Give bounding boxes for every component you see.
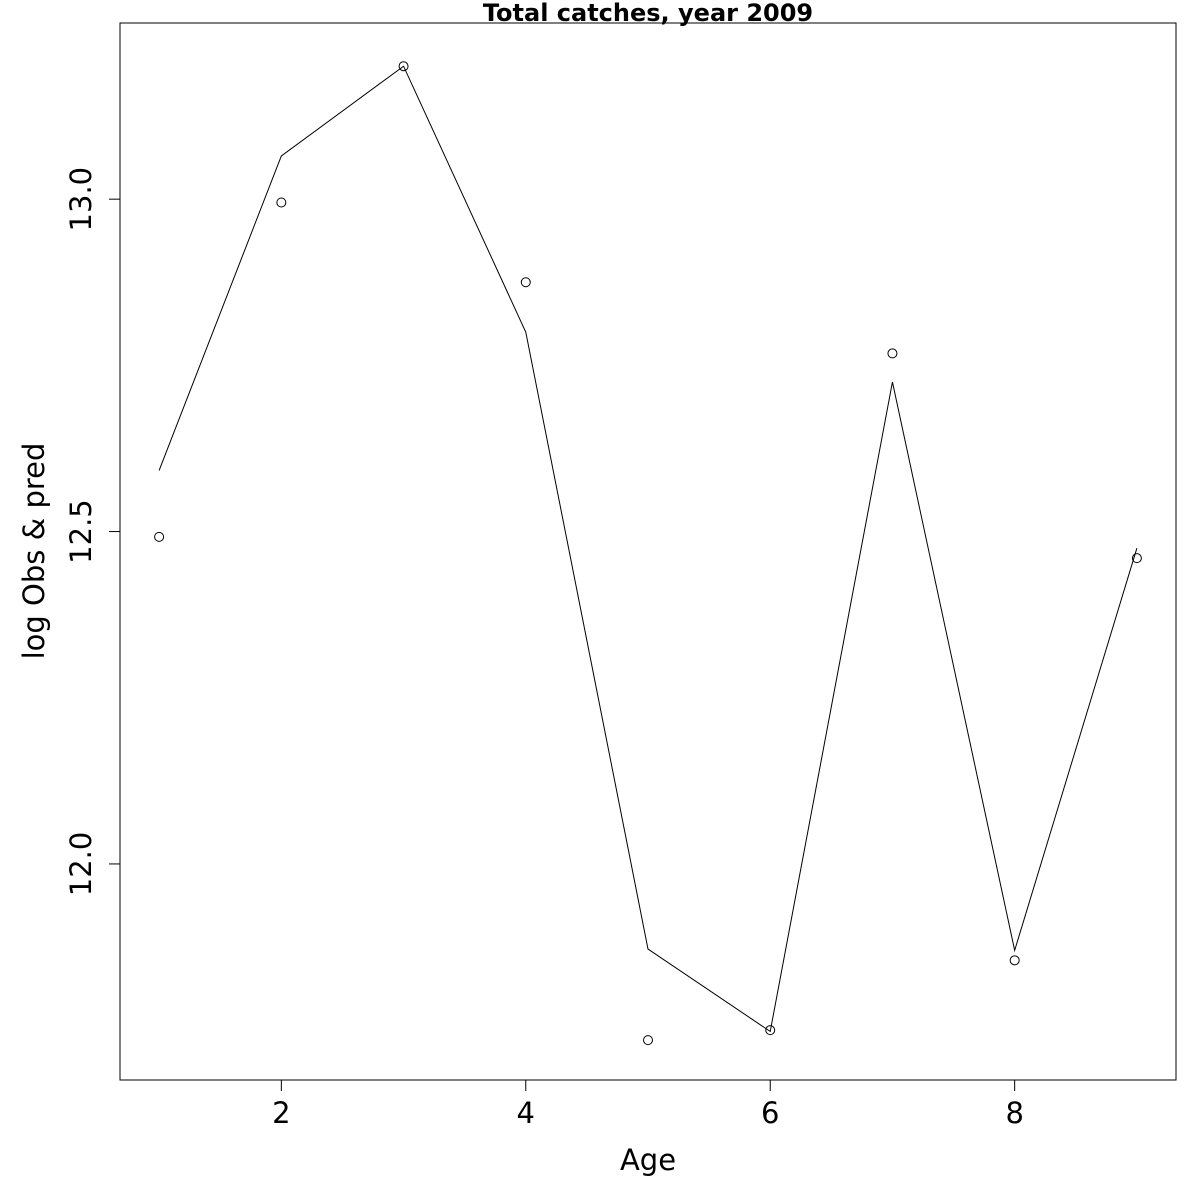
y-axis: 12.0 12.5 13.0: [64, 167, 120, 896]
obs-point: [1009, 955, 1020, 966]
x-tick-label: 6: [761, 1096, 779, 1130]
x-tick-label: 4: [517, 1096, 535, 1130]
y-tick-label: 13.0: [64, 167, 98, 232]
y-tick-label: 12.5: [64, 499, 98, 564]
obs-point: [765, 1025, 776, 1036]
obs-point: [643, 1035, 653, 1046]
obs-point: [520, 277, 531, 288]
obs-point: [154, 531, 165, 542]
x-tick-label: 2: [272, 1096, 290, 1130]
obs-point: [398, 61, 409, 72]
obs-point: [887, 348, 898, 359]
x-axis-label: Age: [620, 1143, 676, 1177]
pred-line: [158, 65, 1138, 1033]
obs-point: [276, 197, 287, 208]
x-axis: 2 4 6 8: [272, 1080, 1024, 1130]
plot-frame: [119, 22, 1177, 1081]
y-axis-label: log Obs & pred: [17, 443, 51, 660]
obs-point: [1131, 553, 1142, 564]
series-layer: [154, 61, 1142, 1046]
x-tick-label: 8: [1005, 1096, 1023, 1130]
y-tick-label: 12.0: [64, 832, 98, 897]
